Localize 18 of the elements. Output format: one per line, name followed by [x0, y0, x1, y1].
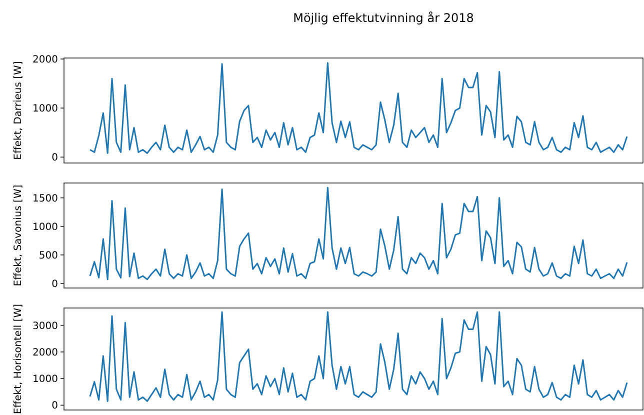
line-series	[89, 186, 628, 280]
y-axis-title: Effekt, Savonius [W]	[13, 184, 24, 286]
y-tick-label: 2000	[32, 347, 58, 358]
y-tick-label: 1000	[32, 374, 58, 386]
y-tick-label: 1000	[32, 104, 58, 115]
line-series	[89, 311, 628, 402]
y-tick-label: 500	[38, 250, 58, 262]
y-tick-label: 3000	[32, 320, 58, 332]
y-tick-label: 2000	[32, 54, 58, 66]
y-tick-label: 0	[52, 400, 58, 412]
y-tick-label: 0	[52, 278, 58, 290]
line-series	[89, 62, 628, 154]
y-axis-title: Effekt, Horisontell [W]	[13, 304, 24, 414]
y-axis-title: Effekt, Darrieus [W]	[13, 61, 24, 160]
chart-title: Möjlig effektutvinning år 2018	[293, 11, 474, 25]
y-tick-label: 0	[52, 152, 58, 164]
y-tick-label: 1500	[32, 193, 58, 204]
y-tick-label: 1000	[32, 222, 58, 233]
